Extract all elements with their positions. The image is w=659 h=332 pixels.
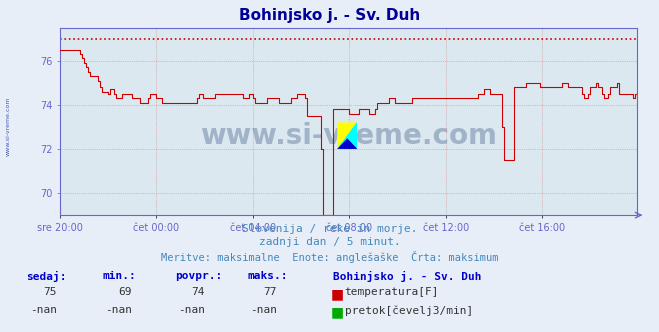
Text: -nan: -nan [178, 305, 205, 315]
Text: min.:: min.: [102, 271, 136, 281]
Text: ■: ■ [331, 287, 344, 301]
Polygon shape [337, 138, 357, 149]
Text: 75: 75 [43, 287, 56, 297]
Text: Slovenija / reke in morje.: Slovenija / reke in morje. [242, 224, 417, 234]
Text: -nan: -nan [30, 305, 57, 315]
Text: sedaj:: sedaj: [26, 271, 67, 282]
Text: ■: ■ [331, 305, 344, 319]
Text: www.si-vreme.com: www.si-vreme.com [6, 96, 11, 156]
Text: maks.:: maks.: [247, 271, 287, 281]
Text: www.si-vreme.com: www.si-vreme.com [200, 123, 497, 150]
Text: temperatura[F]: temperatura[F] [345, 287, 439, 297]
Text: zadnji dan / 5 minut.: zadnji dan / 5 minut. [258, 237, 401, 247]
Text: povpr.:: povpr.: [175, 271, 222, 281]
Polygon shape [337, 123, 357, 149]
Polygon shape [337, 123, 357, 149]
Text: -nan: -nan [105, 305, 132, 315]
Text: 69: 69 [119, 287, 132, 297]
Text: pretok[čevelj3/min]: pretok[čevelj3/min] [345, 305, 473, 316]
Text: 74: 74 [191, 287, 204, 297]
Text: Bohinjsko j. - Sv. Duh: Bohinjsko j. - Sv. Duh [333, 271, 481, 282]
Text: 77: 77 [264, 287, 277, 297]
Text: Bohinjsko j. - Sv. Duh: Bohinjsko j. - Sv. Duh [239, 8, 420, 23]
Text: Meritve: maksimalne  Enote: anglešaške  Črta: maksimum: Meritve: maksimalne Enote: anglešaške Čr… [161, 251, 498, 263]
Text: -nan: -nan [250, 305, 277, 315]
